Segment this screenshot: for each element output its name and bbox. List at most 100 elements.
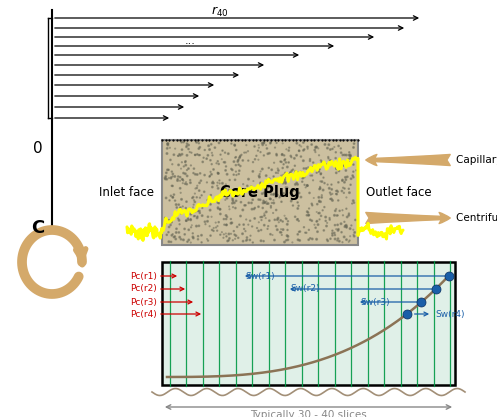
Point [243,142,250,148]
Point [272,193,280,199]
Point [256,214,264,221]
Point [296,142,304,148]
Point [261,191,269,198]
Text: Sw(r3): Sw(r3) [360,297,390,306]
Point [213,227,221,234]
Point [285,159,293,166]
Point [279,226,287,233]
Point [327,157,334,164]
Point [298,178,306,185]
Point [318,194,326,201]
Point [204,237,212,244]
Point [236,154,244,161]
Point [260,212,268,219]
Point [327,146,334,153]
Point [254,203,262,210]
Point [191,190,199,197]
Point [326,189,334,196]
Point [183,167,191,173]
Point [312,224,320,231]
Point [329,191,336,197]
Point [179,203,187,210]
Point [345,239,353,245]
Text: Inlet face: Inlet face [99,186,154,199]
Point [193,213,201,220]
Point [267,203,275,209]
Point [174,173,182,180]
Point [232,162,240,168]
Point [288,196,296,203]
Point [271,216,279,223]
Point [324,238,332,244]
Point [172,236,180,242]
Point [287,153,295,159]
Point [264,151,272,157]
Point [286,169,294,176]
Point [332,169,340,176]
Point [247,232,254,239]
Point [342,223,350,230]
Point [176,204,184,211]
Point [180,163,188,170]
Point [221,149,229,156]
Point [309,164,317,171]
Point [234,157,242,164]
Point [162,195,170,201]
Point [260,189,268,196]
Point [217,151,225,158]
Point [347,153,355,159]
Point [184,142,192,148]
Point [233,224,241,230]
Point [204,214,212,220]
Point [313,169,321,176]
Point [273,152,281,158]
Point [236,153,244,160]
Point [267,139,275,146]
Point [332,149,340,156]
Point [215,200,223,207]
Point [231,142,239,148]
Point [175,201,183,208]
Point [331,144,338,151]
Point [207,168,215,175]
Point [173,204,181,211]
Point [179,170,187,176]
Point [177,236,185,243]
Point [268,166,276,173]
Point [166,156,174,163]
Point [295,190,303,196]
Point [233,187,241,193]
Point [281,170,289,176]
Point [229,198,237,205]
Point [282,216,290,222]
Point [290,173,298,179]
Point [230,171,238,178]
Point [184,216,192,223]
Point [239,181,247,188]
Point [278,151,286,158]
Point [257,237,265,244]
Point [214,169,222,176]
Point [309,159,317,166]
Point [279,190,287,197]
Point [340,185,348,192]
Point [267,204,275,211]
Point [208,226,216,233]
Point [251,191,259,198]
Point [269,191,277,198]
Point [287,190,295,196]
Text: $r_{40}$: $r_{40}$ [211,5,229,19]
Point [229,204,237,211]
Point [343,160,351,166]
Point [338,207,346,214]
Point [179,180,187,186]
Point [250,215,258,222]
Point [234,234,242,241]
Point [331,155,339,161]
Point [189,170,197,176]
Point [304,182,312,189]
Point [196,144,204,151]
Point [166,222,174,229]
Point [229,237,237,244]
Point [208,171,216,178]
